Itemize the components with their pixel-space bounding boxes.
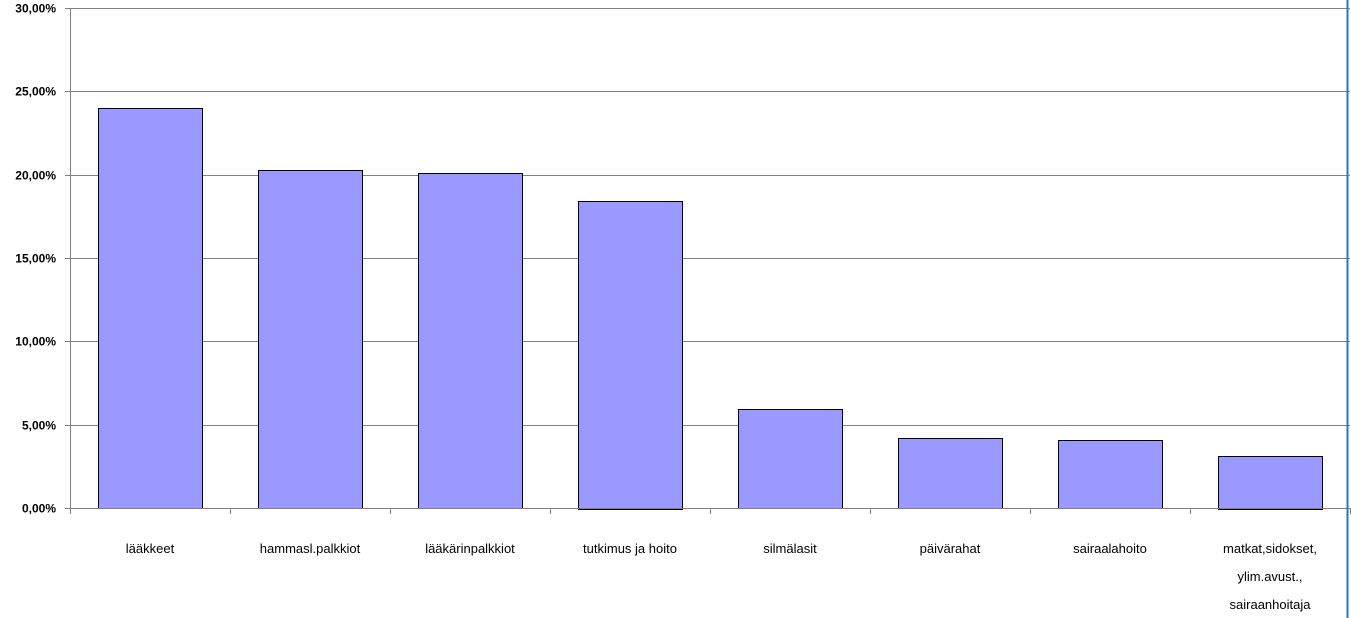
y-tick-label: 20,00% — [15, 169, 56, 183]
y-tick-label: 5,00% — [22, 419, 56, 433]
category-label: silmälasit — [763, 541, 817, 556]
y-tick-label: 30,00% — [15, 2, 56, 16]
category-labels: lääkkeet hammasl.palkkiot lääkärinpalkkiot… — [126, 541, 1317, 612]
bars — [98, 108, 1323, 510]
category-label: tutkimus ja hoito — [583, 541, 677, 556]
y-tick-label: 15,00% — [15, 252, 56, 266]
bar — [738, 409, 843, 509]
category-label: päivärahat — [920, 541, 981, 556]
category-label: matkat,sidokset, ylim.avust., sairaanhoita… — [1223, 541, 1317, 612]
bar — [98, 108, 203, 509]
bar — [1058, 440, 1163, 509]
bar — [578, 201, 683, 510]
y-tick-labels: 0,00% 5,00% 10,00% 15,00% 20,00% 25,00% 30,00% — [15, 2, 56, 516]
category-label: lääkkeet — [126, 541, 175, 556]
category-label: lääkärinpalkkiot — [425, 541, 515, 556]
bar — [418, 173, 523, 509]
bar — [898, 438, 1003, 509]
bar — [1218, 456, 1323, 510]
y-tick-label: 10,00% — [15, 335, 56, 349]
category-label: hammasl.palkkiot — [260, 541, 361, 556]
bar — [258, 170, 363, 509]
axes — [65, 8, 1351, 514]
y-tick-label: 0,00% — [22, 502, 56, 516]
y-tick-label: 25,00% — [15, 85, 56, 99]
category-label: sairaalahoito — [1073, 541, 1147, 556]
